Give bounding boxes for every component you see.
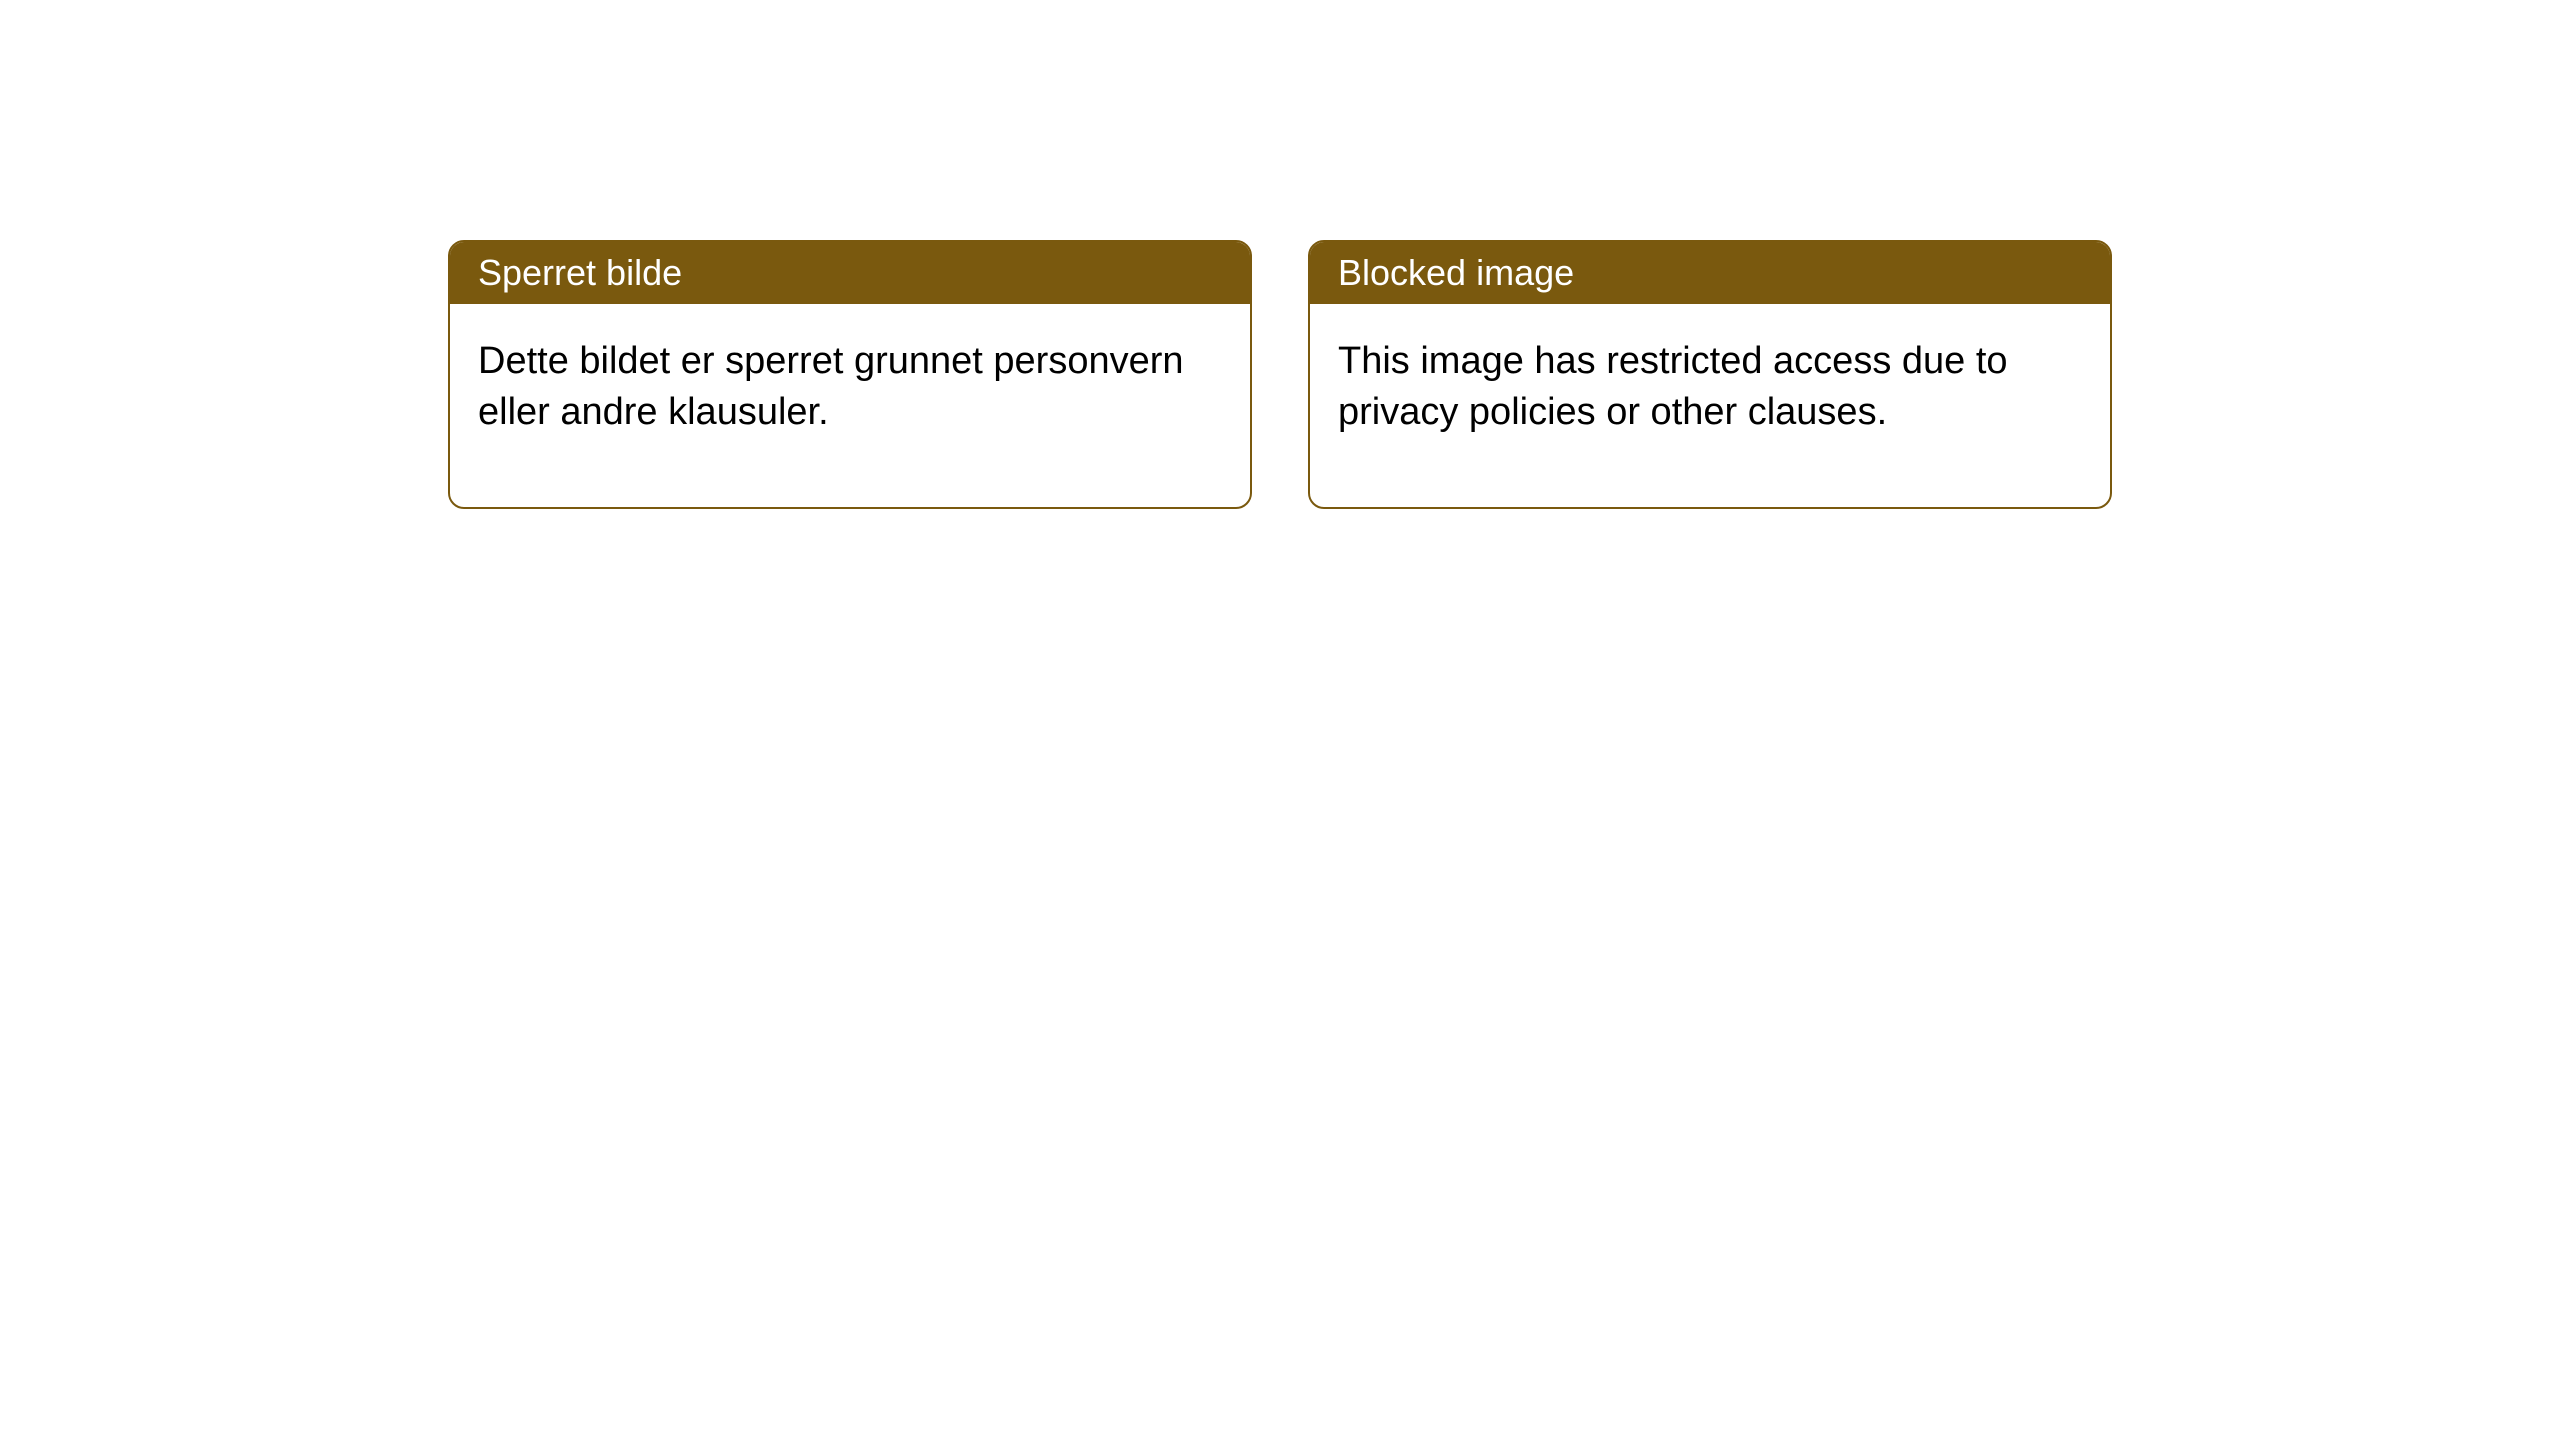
notice-card-en: Blocked image This image has restricted … <box>1308 240 2112 509</box>
notice-title-en: Blocked image <box>1338 252 1574 293</box>
notice-card-no: Sperret bilde Dette bildet er sperret gr… <box>448 240 1252 509</box>
notice-body-en: This image has restricted access due to … <box>1310 304 2110 507</box>
notice-body-no: Dette bildet er sperret grunnet personve… <box>450 304 1250 507</box>
notice-title-no: Sperret bilde <box>478 252 682 293</box>
notice-header-no: Sperret bilde <box>450 242 1250 304</box>
notice-message-en: This image has restricted access due to … <box>1338 340 2008 433</box>
notice-header-en: Blocked image <box>1310 242 2110 304</box>
notice-message-no: Dette bildet er sperret grunnet personve… <box>478 340 1184 433</box>
notice-container: Sperret bilde Dette bildet er sperret gr… <box>448 240 2112 509</box>
